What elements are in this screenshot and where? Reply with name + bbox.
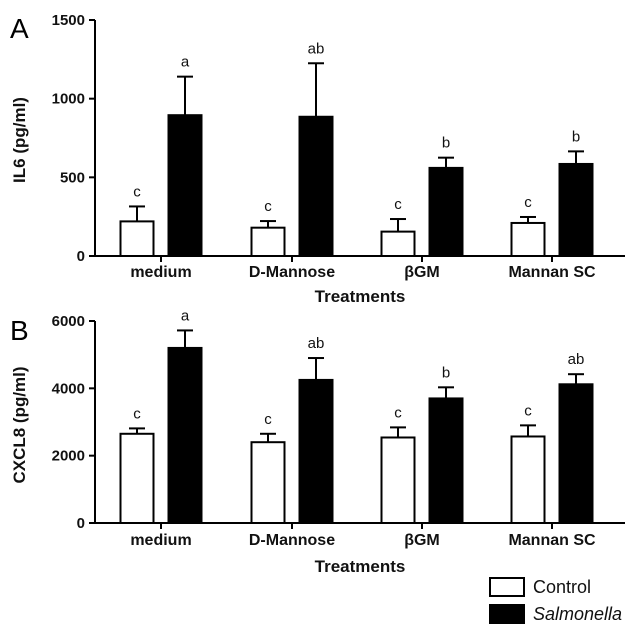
panel-a-y-tick-label: 1500 — [52, 12, 85, 29]
panel-b: B CXCL8 (pg/ml) Treatments 0 2000 4000 6000… — [10, 307, 625, 576]
panel-b-salmonella-significance-letter: ab — [568, 351, 585, 368]
legend-control-label: Control — [533, 577, 591, 597]
panel-a-salmonella-bar — [167, 114, 203, 258]
panel-b-category-label: D-Mannose — [249, 532, 335, 549]
panel-b-letter: B — [10, 315, 29, 346]
panel-b-y-tick-label: 0 — [77, 515, 85, 532]
panel-b-plot-area: 0 2000 4000 6000 medium D-Mannose βGM Mannan SC… — [52, 307, 625, 549]
panel-a-salmonella-bar — [558, 162, 594, 258]
panel-b-control-bar — [380, 436, 416, 524]
panel-b-salmonella-significance-letter: a — [181, 307, 190, 324]
panel-a-y-tick-label: 500 — [60, 169, 85, 186]
panel-a-plot-area: 0 500 1000 1500 medium D-Mannose βGM Mannan SC c… — [52, 12, 625, 281]
panel-a-salmonella-significance-letter: b — [572, 128, 580, 145]
panel-b-control-significance-letter: c — [264, 411, 272, 428]
panel-a-control-bar — [510, 221, 546, 258]
legend-control-swatch — [489, 577, 525, 597]
panel-b-category-label: βGM — [404, 532, 440, 549]
panel-a-category-label: medium — [130, 264, 191, 281]
panel-a-category-label: D-Mannose — [249, 264, 335, 281]
panel-a-control-significance-letter: c — [394, 196, 402, 213]
panel-a-y-tick-label: 0 — [77, 248, 85, 265]
panel-a-x-axis-title: Treatments — [315, 287, 406, 306]
panel-a-control-significance-letter: c — [133, 183, 141, 200]
panel-b-control-significance-letter: c — [524, 402, 532, 419]
panel-b-control-bar — [510, 435, 546, 524]
panel-a-control-significance-letter: c — [524, 194, 532, 211]
panel-b-y-tick-label: 4000 — [52, 380, 85, 397]
panel-a-salmonella-bar — [298, 115, 334, 258]
panel-b-salmonella-bar — [558, 383, 594, 524]
panel-b-y-tick-label: 6000 — [52, 313, 85, 330]
panel-a-category-label: Mannan SC — [508, 264, 596, 281]
panel-b-category-label: medium — [130, 532, 191, 549]
legend-salmonella-label: Salmonella — [533, 604, 622, 624]
panel-b-control-bar — [250, 441, 286, 525]
legend-salmonella-swatch — [489, 604, 525, 624]
panel-a-control-significance-letter: c — [264, 198, 272, 215]
panel-b-control-bar — [119, 432, 155, 524]
panel-b-y-tick-label: 2000 — [52, 448, 85, 465]
panel-a-salmonella-significance-letter: ab — [308, 40, 325, 57]
panel-a-y-tick-label: 1000 — [52, 91, 85, 108]
panel-b-control-significance-letter: c — [133, 405, 141, 422]
panel-b-control-significance-letter: c — [394, 404, 402, 421]
legend: Control Salmonella — [489, 577, 622, 624]
panel-a-y-axis-title: IL6 (pg/ml) — [10, 97, 29, 183]
panel-b-salmonella-bar — [428, 397, 464, 524]
panel-b-salmonella-bar — [167, 346, 203, 524]
panel-b-salmonella-significance-letter: b — [442, 364, 450, 381]
panel-b-y-axis-title: CXCL8 (pg/ml) — [10, 366, 29, 483]
panel-a-category-label: βGM — [404, 264, 440, 281]
panel-a-control-bar — [380, 230, 416, 257]
panel-a-salmonella-significance-letter: b — [442, 135, 450, 152]
panel-b-category-label: Mannan SC — [508, 532, 596, 549]
panel-b-salmonella-bar — [298, 378, 334, 524]
panel-b-x-axis-title: Treatments — [315, 557, 406, 576]
panel-a-salmonella-bar — [428, 166, 464, 257]
panel-a-letter: A — [10, 13, 29, 44]
panel-a-salmonella-significance-letter: a — [181, 54, 190, 71]
panel-a-control-bar — [250, 226, 286, 257]
panel-a-control-bar — [119, 220, 155, 258]
panel-a: A IL6 (pg/ml) Treatments 0 500 1000 1500 med… — [10, 12, 625, 306]
panel-b-salmonella-significance-letter: ab — [308, 335, 325, 352]
